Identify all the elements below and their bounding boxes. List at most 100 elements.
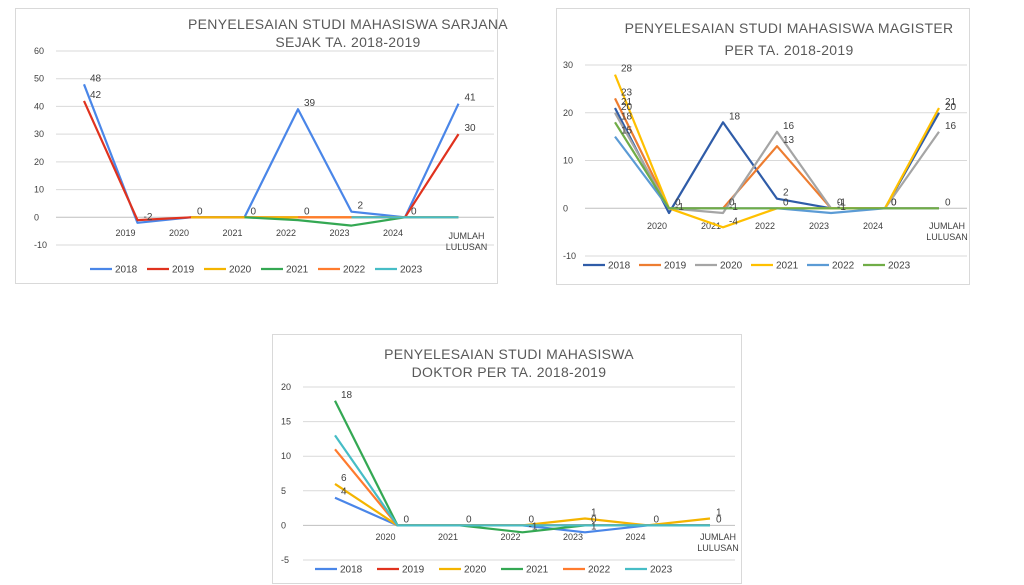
legend-label: 2021 (286, 265, 309, 276)
x-tick-label: 2019 (115, 228, 135, 238)
y-tick-label: -10 (34, 240, 47, 250)
y-tick-label: 50 (34, 74, 44, 84)
data-label: 48 (90, 73, 102, 84)
chart-title-line: PENYELESAIAN STUDI MAHASISWA MAGISTER (625, 20, 954, 36)
data-label: 0 (591, 514, 597, 525)
data-label: 42 (90, 90, 102, 101)
x-tick-label: 2022 (500, 532, 520, 542)
data-label: 0 (411, 206, 417, 217)
data-label: 18 (621, 111, 633, 122)
data-label: 41 (465, 93, 477, 104)
x-tick-label: LULUSAN (446, 242, 488, 252)
data-label: 2 (783, 188, 789, 199)
data-label: 0 (304, 206, 310, 217)
data-label: 16 (783, 121, 795, 132)
data-label: 18 (729, 111, 741, 122)
series-line-2021 (244, 216, 459, 227)
legend-label: 2023 (888, 261, 911, 272)
x-tick-label: JUMLAH (700, 532, 736, 542)
y-tick-label: 10 (281, 451, 291, 461)
x-tick-label: 2023 (809, 221, 829, 231)
y-tick-label: 30 (34, 129, 44, 139)
y-tick-label: 10 (34, 185, 44, 195)
data-label: -1 (529, 521, 538, 532)
data-label: 16 (945, 121, 957, 132)
data-label: 0 (654, 514, 660, 525)
x-tick-label: 2023 (563, 532, 583, 542)
data-label: -1 (675, 202, 684, 213)
series-line-2018 (82, 83, 460, 224)
data-label: 0 (466, 514, 472, 525)
data-label: 6 (341, 473, 347, 484)
x-tick-label: 2023 (329, 228, 349, 238)
data-label: -4 (729, 216, 738, 227)
legend-label: 2022 (343, 265, 366, 276)
y-tick-label: 60 (34, 46, 44, 56)
data-label: 39 (304, 98, 316, 109)
data-label: 21 (945, 97, 957, 108)
y-tick-label: -5 (281, 555, 289, 565)
series-line-2019 (82, 100, 460, 222)
x-tick-label: 2020 (169, 228, 189, 238)
data-label: 30 (465, 123, 477, 134)
data-label: 0 (891, 197, 897, 208)
chart-svg: PENYELESAIAN STUDI MAHASISWA SARJANA SEJA… (34, 16, 508, 276)
legend-label: 2023 (650, 565, 673, 576)
data-label: 23 (621, 87, 633, 98)
legend-label: 2023 (400, 265, 423, 276)
data-label: 1 (591, 521, 597, 532)
chart-title-line: SEJAK TA. 2018-2019 (275, 34, 420, 50)
legend-label: 2021 (526, 565, 549, 576)
data-label: 0 (945, 197, 951, 208)
chart-title-line: PENYELESAIAN STUDI MAHASISWA (384, 346, 634, 362)
data-label: -1 (837, 202, 846, 213)
data-label: 1 (591, 507, 597, 518)
data-label: 20 (621, 102, 633, 113)
x-tick-label: JUMLAH (929, 221, 965, 231)
series-line-2023 (614, 121, 939, 210)
chart-doktor: PENYELESAIAN STUDI MAHASISWA DOKTOR PER T… (272, 334, 742, 584)
data-label: 0 (729, 197, 735, 208)
x-tick-label: 2021 (701, 221, 721, 231)
x-tick-label: 2022 (755, 221, 775, 231)
x-tick-label: 2021 (222, 228, 242, 238)
series-line-2021 (334, 400, 710, 534)
legend-label: 2019 (172, 265, 195, 276)
chart-title-line: DOKTOR PER TA. 2018-2019 (412, 364, 607, 380)
data-label: 0 (783, 197, 789, 208)
data-label: 0 (251, 206, 257, 217)
y-tick-label: 5 (281, 486, 286, 496)
x-tick-label: 2024 (625, 532, 645, 542)
data-label: -1 (837, 197, 846, 208)
data-label: 28 (621, 64, 633, 75)
legend-label: 2018 (608, 261, 631, 272)
legend-label: 2018 (115, 265, 138, 276)
chart-svg: PENYELESAIAN STUDI MAHASISWA DOKTOR PER T… (281, 346, 739, 576)
data-label: -2 (144, 212, 153, 223)
y-tick-label: 0 (563, 203, 568, 213)
x-tick-label: 2021 (438, 532, 458, 542)
x-tick-label: 2020 (375, 532, 395, 542)
y-tick-label: 20 (281, 382, 291, 392)
data-label: 18 (341, 390, 353, 401)
chart-title-line: PER TA. 2018-2019 (724, 42, 853, 58)
y-tick-label: 20 (34, 157, 44, 167)
data-label: 13 (783, 135, 795, 146)
x-tick-label: 2024 (383, 228, 403, 238)
data-label: 0 (404, 514, 410, 525)
data-label: 0 (675, 197, 681, 208)
legend-label: 2022 (588, 565, 611, 576)
data-label: 1 (716, 507, 722, 518)
y-tick-label: 30 (563, 60, 573, 70)
x-tick-label: LULUSAN (926, 232, 968, 242)
legend-label: 2019 (664, 261, 687, 272)
legend-label: 2020 (720, 261, 743, 272)
data-label: 0 (529, 514, 535, 525)
y-tick-label: -10 (563, 251, 576, 261)
x-tick-label: 2024 (863, 221, 883, 231)
y-tick-label: 0 (281, 520, 286, 530)
x-tick-label: 2020 (647, 221, 667, 231)
legend-label: 2018 (340, 565, 363, 576)
legend-label: 2020 (229, 265, 252, 276)
y-tick-label: 15 (281, 417, 291, 427)
